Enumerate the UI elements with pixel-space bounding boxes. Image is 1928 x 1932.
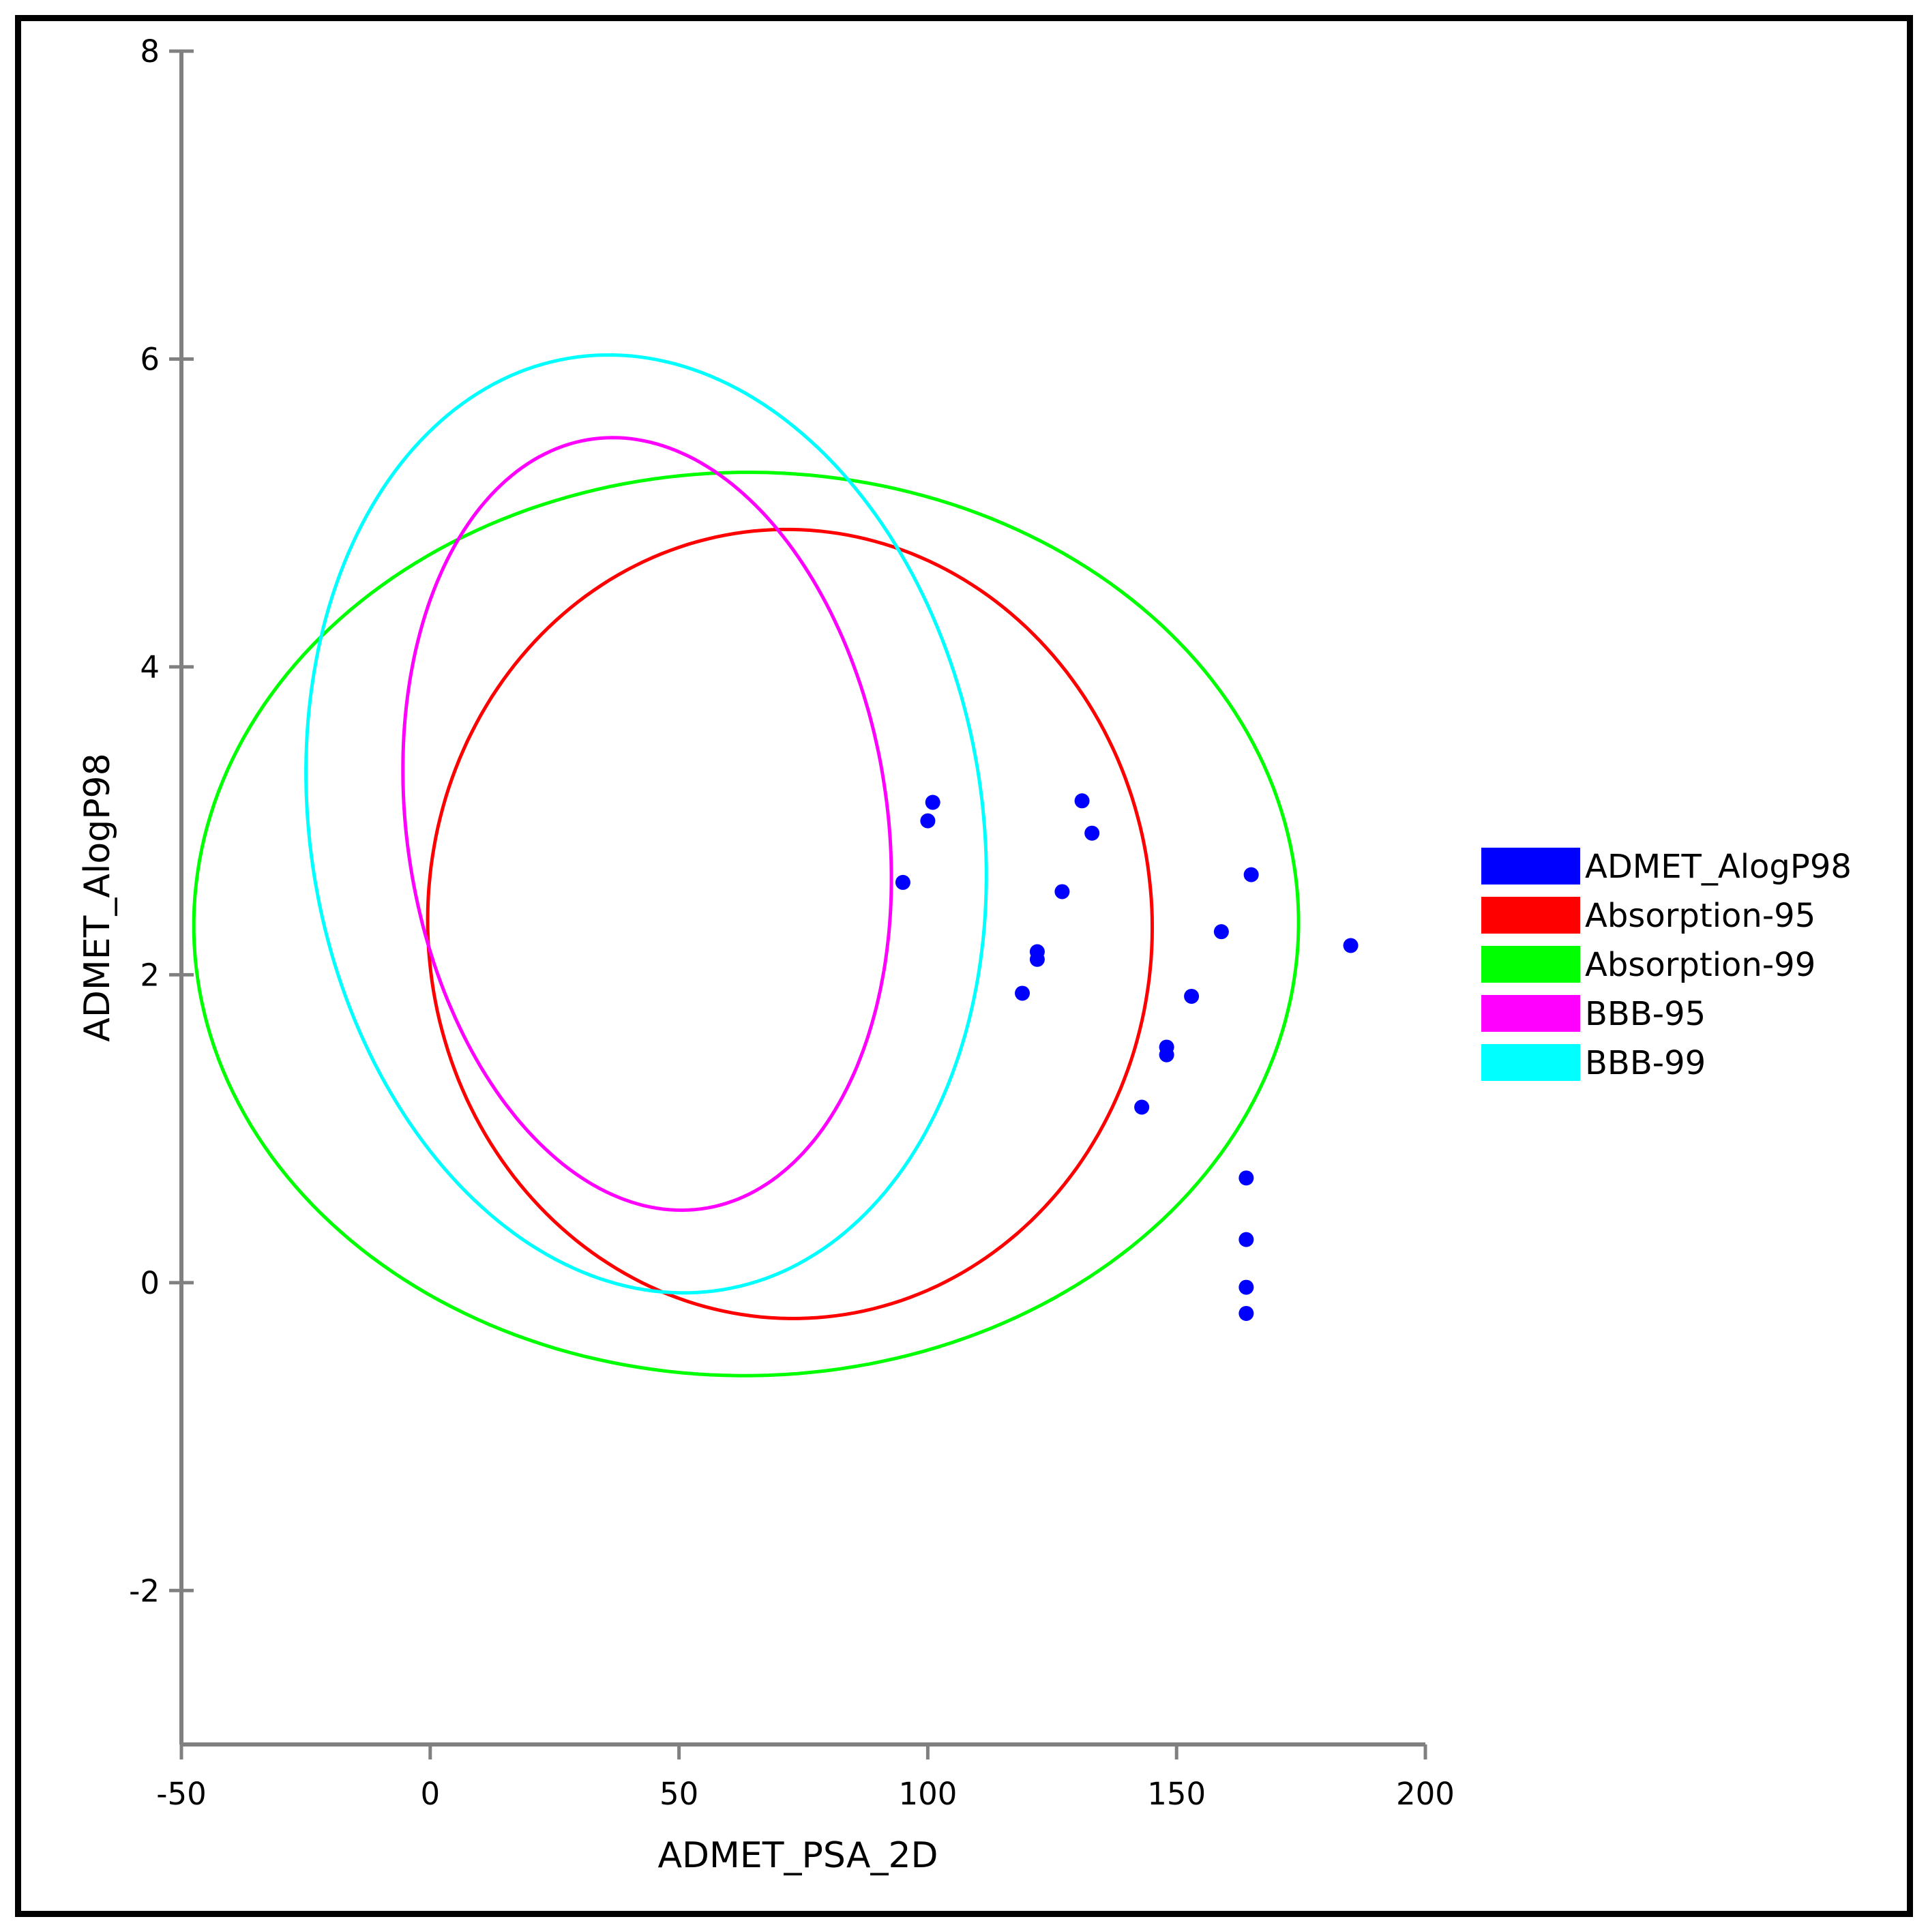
y-tick-label: 2 [140,957,160,993]
legend-label-bbb-95: BBB-95 [1585,995,1706,1033]
legend: ADMET_AlogP98 Absorption-95 Absorption-99 B… [1481,848,1852,1082]
data-point [1239,1279,1254,1295]
legend-label-bbb-99: BBB-99 [1585,1044,1706,1082]
y-tick-label: -2 [129,1573,160,1609]
ellipse-layer [192,353,1301,1378]
x-ticks: -50 0 50 100 150 200 [156,1744,1455,1812]
legend-swatch-bbb-99 [1481,1044,1580,1081]
data-point [1184,988,1200,1004]
axes [179,51,1425,1747]
x-tick-label: 0 [420,1776,440,1812]
ellipse-bbb-95 [401,436,893,1213]
data-point [1084,825,1100,841]
data-point [920,813,936,829]
y-tick-label: 6 [140,341,160,377]
x-tick-label: -50 [156,1776,207,1812]
data-point [1029,944,1045,960]
y-ticks: -2 0 2 4 6 8 [129,33,194,1609]
y-tick-label: 4 [140,649,160,685]
legend-label-absorption-99: Absorption-99 [1585,946,1815,984]
legend-label-absorption-95: Absorption-95 [1585,897,1815,935]
y-tick-label: 0 [140,1265,160,1301]
data-point [1015,985,1030,1001]
data-point [1134,1099,1150,1115]
x-tick-label: 50 [659,1776,698,1812]
data-points [895,793,1359,1321]
legend-swatch-absorption-95 [1481,897,1580,934]
ellipse-absorption-95 [426,527,1155,1320]
y-tick-label: 8 [140,33,160,70]
data-point [1213,924,1229,940]
data-point [1239,1305,1254,1321]
legend-swatch-bbb-95 [1481,995,1580,1032]
x-tick-label: 100 [898,1776,957,1812]
legend-swatch-absorption-99 [1481,946,1580,983]
ellipse-bbb-99 [304,353,988,1295]
x-tick-label: 150 [1147,1776,1206,1812]
legend-label-admet-alogp98: ADMET_AlogP98 [1585,848,1852,886]
data-point [1239,1232,1254,1247]
legend-swatch-admet-alogp98 [1481,848,1580,885]
data-point [1054,884,1070,900]
data-point [895,874,910,890]
data-point [1159,1039,1174,1055]
x-axis-title: ADMET_PSA_2D [657,1835,938,1876]
x-tick-label: 200 [1396,1776,1455,1812]
data-point [1239,1170,1254,1186]
data-point [1074,793,1090,809]
ellipse-absorption-99 [192,471,1301,1378]
chart-frame [15,15,1913,1917]
y-axis-title: ADMET_AlogP98 [77,753,118,1041]
data-point [925,794,940,810]
data-point [1343,938,1359,953]
data-point [1243,867,1259,882]
